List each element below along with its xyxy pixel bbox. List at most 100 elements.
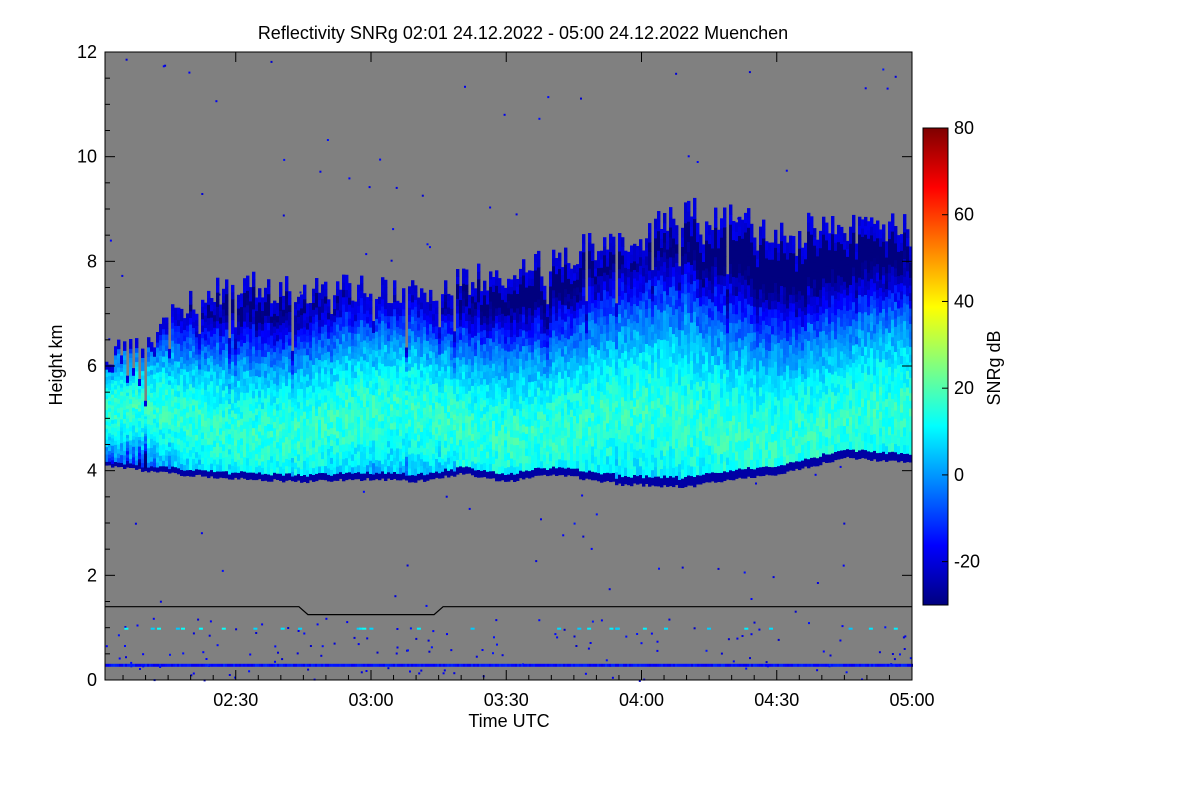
cloud-echo-cell: [498, 365, 502, 373]
cloud-echo-cell: [114, 461, 118, 467]
noise-speckle: [727, 638, 730, 641]
cloud-echo-cell: [126, 395, 130, 400]
cloud-echo-cell: [141, 401, 145, 407]
cloud-echo-cell: [495, 322, 499, 331]
cloud-echo-cell: [312, 446, 316, 455]
cloud-echo-cell: [297, 473, 301, 481]
cloud-echo-cell: [489, 345, 493, 354]
cloud-echo-cell: [294, 436, 298, 444]
cloud-echo-cell: [138, 395, 142, 399]
cloud-echo-cell: [525, 433, 529, 442]
cloud-echo-cell: [273, 345, 277, 353]
cloud-echo-cell: [165, 449, 169, 456]
cloud-echo-cell: [225, 413, 229, 422]
cloud-echo-cell: [246, 341, 250, 349]
clutter-band-cell: [467, 663, 469, 667]
cloud-echo-cell: [456, 422, 460, 431]
cloud-echo-cell: [240, 418, 244, 426]
cloud-echo-cell: [303, 390, 307, 398]
clutter-band-cell: [739, 663, 741, 667]
cloud-echo-cell: [432, 313, 436, 321]
cloud-echo-cell: [252, 293, 256, 302]
cloud-echo-cell: [492, 298, 496, 307]
cloud-echo-cell: [162, 334, 166, 341]
cloud-echo-cell: [456, 334, 460, 343]
cloud-echo-cell: [381, 305, 385, 314]
cloud-echo-cell: [459, 465, 463, 473]
cloud-echo-cell: [450, 372, 454, 380]
cloud-echo-cell: [330, 463, 334, 470]
cloud-echo-cell: [276, 340, 280, 348]
cloud-echo-cell: [546, 353, 550, 360]
clutter-band-cell: [301, 663, 303, 667]
cloud-echo-cell: [546, 359, 550, 366]
cloud-echo-cell: [105, 453, 109, 459]
cloud-echo-cell: [513, 422, 517, 431]
cloud-echo-cell: [258, 410, 262, 418]
cloud-echo-cell: [294, 391, 298, 399]
cloud-echo-cell: [300, 468, 304, 476]
cloud-echo-cell: [444, 384, 448, 393]
clutter-band-cell: [863, 663, 865, 667]
cloud-echo-cell: [354, 428, 358, 436]
cloud-echo-cell: [300, 361, 304, 369]
cloud-echo-cell: [429, 330, 433, 338]
noise-speckle: [748, 71, 751, 74]
cloud-echo-cell: [306, 463, 310, 471]
cloud-echo-cell: [519, 388, 523, 397]
cloud-echo-cell: [270, 398, 274, 406]
cloud-echo-cell: [285, 465, 289, 474]
cloud-echo-cell: [255, 362, 259, 370]
cloud-echo-cell: [540, 326, 544, 334]
cloud-echo-cell: [327, 325, 331, 333]
cloud-echo-cell: [171, 436, 175, 443]
cloud-echo-cell: [105, 365, 109, 370]
cloud-echo-cell: [219, 427, 223, 435]
cloud-echo-cell: [147, 418, 151, 425]
cloud-echo-cell: [537, 322, 541, 332]
cloud-echo-cell: [276, 359, 280, 367]
cloud-echo-cell: [510, 393, 514, 402]
cloud-echo-cell: [141, 353, 145, 358]
cloud-echo-cell: [204, 358, 208, 366]
cloud-echo-cell: [108, 379, 112, 384]
cloud-echo-cell: [177, 384, 181, 392]
cloud-echo-cell: [540, 418, 544, 426]
cloud-echo-cell: [180, 308, 184, 316]
cloud-echo-cell: [279, 451, 283, 460]
clutter-band-cell: [281, 663, 283, 667]
cloud-echo-cell: [459, 299, 463, 307]
cloud-echo-cell: [384, 466, 388, 474]
cloud-echo-cell: [537, 371, 541, 380]
cloud-echo-cell: [492, 449, 496, 457]
cloud-echo-cell: [450, 378, 454, 386]
cloud-echo-cell: [315, 357, 319, 366]
noise-speckle: [816, 669, 819, 672]
clutter-band-cell: [333, 663, 335, 667]
cloud-echo-cell: [312, 357, 316, 365]
cloud-echo-cell: [456, 305, 460, 314]
cloud-echo-cell: [120, 426, 124, 432]
cloud-echo-cell: [177, 361, 181, 368]
cloud-echo-cell: [288, 351, 292, 359]
cloud-echo-cell: [435, 351, 439, 358]
cloud-echo-cell: [444, 454, 448, 462]
cloud-echo-cell: [312, 474, 316, 482]
cloud-echo-cell: [393, 471, 397, 479]
cloud-echo-cell: [174, 354, 178, 362]
clutter-band-cell: [529, 663, 531, 667]
cloud-echo-cell: [150, 383, 154, 389]
cloud-echo-cell: [498, 466, 502, 475]
cloud-echo-cell: [234, 407, 238, 414]
cloud-echo-cell: [342, 458, 346, 467]
cloud-echo-cell: [480, 297, 484, 305]
cloud-echo-cell: [261, 389, 265, 397]
cloud-echo-cell: [387, 378, 391, 385]
cloud-echo-cell: [540, 460, 544, 469]
cloud-echo-cell: [378, 394, 382, 402]
clutter-band-cell: [165, 663, 167, 667]
cloud-echo-cell: [456, 342, 460, 351]
clutter-band-cell: [515, 663, 517, 667]
clutter-band-cell: [867, 663, 869, 667]
cloud-echo-cell: [150, 429, 154, 435]
